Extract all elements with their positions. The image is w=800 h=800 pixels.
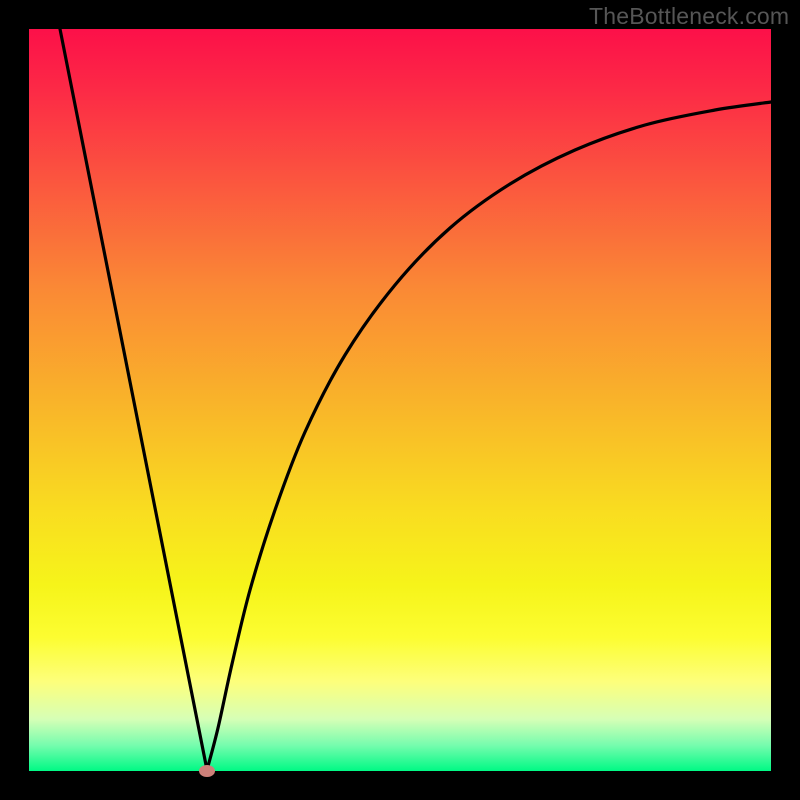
attribution-text: TheBottleneck.com — [589, 3, 789, 30]
chart-frame: TheBottleneck.com — [0, 0, 800, 800]
curve-path — [60, 29, 771, 770]
bottleneck-curve — [29, 29, 771, 771]
minimum-marker — [199, 765, 215, 777]
plot-area — [29, 29, 771, 771]
